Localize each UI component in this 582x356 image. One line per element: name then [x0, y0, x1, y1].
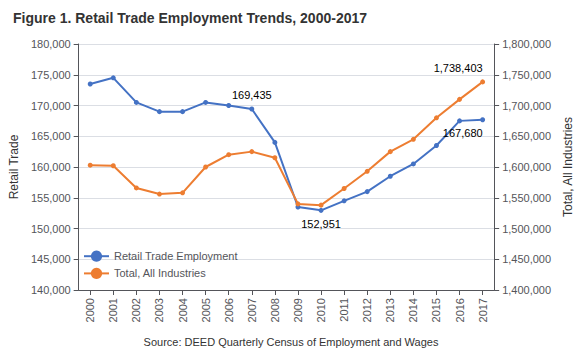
svg-text:2012: 2012	[361, 298, 373, 322]
svg-text:1,450,000: 1,450,000	[502, 253, 551, 265]
svg-text:2001: 2001	[107, 298, 119, 322]
svg-text:150,000: 150,000	[31, 223, 71, 235]
svg-text:155,000: 155,000	[31, 192, 71, 204]
svg-text:1,650,000: 1,650,000	[502, 130, 551, 142]
svg-text:2007: 2007	[246, 298, 258, 322]
svg-text:1,600,000: 1,600,000	[502, 161, 551, 173]
svg-text:1,400,000: 1,400,000	[502, 284, 551, 296]
svg-text:2013: 2013	[384, 298, 396, 322]
svg-text:2000: 2000	[84, 298, 96, 322]
svg-text:Figure 1. Retail Trade Employm: Figure 1. Retail Trade Employment Trends…	[13, 10, 367, 26]
svg-text:2015: 2015	[430, 298, 442, 322]
svg-text:Source: DEED Quarterly Census: Source: DEED Quarterly Census of Employm…	[144, 336, 439, 348]
svg-text:Retail Trade: Retail Trade	[7, 134, 21, 199]
svg-text:Retail Trade Employment: Retail Trade Employment	[114, 250, 238, 262]
svg-text:2004: 2004	[177, 298, 189, 322]
svg-text:152,951: 152,951	[301, 218, 341, 230]
svg-text:1,738,403: 1,738,403	[434, 62, 483, 74]
svg-text:2010: 2010	[315, 298, 327, 322]
svg-text:167,680: 167,680	[443, 127, 483, 139]
svg-text:2011: 2011	[338, 298, 350, 322]
svg-text:2017: 2017	[477, 298, 489, 322]
svg-text:1,750,000: 1,750,000	[502, 69, 551, 81]
svg-text:175,000: 175,000	[31, 69, 71, 81]
svg-text:2008: 2008	[269, 298, 281, 322]
svg-text:1,700,000: 1,700,000	[502, 100, 551, 112]
svg-text:140,000: 140,000	[31, 284, 71, 296]
svg-text:2002: 2002	[130, 298, 142, 322]
svg-text:165,000: 165,000	[31, 130, 71, 142]
svg-text:2016: 2016	[454, 298, 466, 322]
svg-text:2003: 2003	[153, 298, 165, 322]
svg-text:160,000: 160,000	[31, 161, 71, 173]
svg-text:Total, All Industries: Total, All Industries	[114, 267, 206, 279]
svg-text:2009: 2009	[292, 298, 304, 322]
svg-text:2014: 2014	[407, 298, 419, 322]
svg-text:170,000: 170,000	[31, 100, 71, 112]
svg-text:Total, All Industries: Total, All Industries	[561, 117, 575, 217]
svg-text:180,000: 180,000	[31, 38, 71, 50]
svg-text:1,800,000: 1,800,000	[502, 38, 551, 50]
svg-text:1,550,000: 1,550,000	[502, 192, 551, 204]
svg-text:2006: 2006	[223, 298, 235, 322]
svg-text:169,435: 169,435	[232, 89, 272, 101]
svg-text:145,000: 145,000	[31, 253, 71, 265]
svg-text:2005: 2005	[200, 298, 212, 322]
svg-text:1,500,000: 1,500,000	[502, 223, 551, 235]
